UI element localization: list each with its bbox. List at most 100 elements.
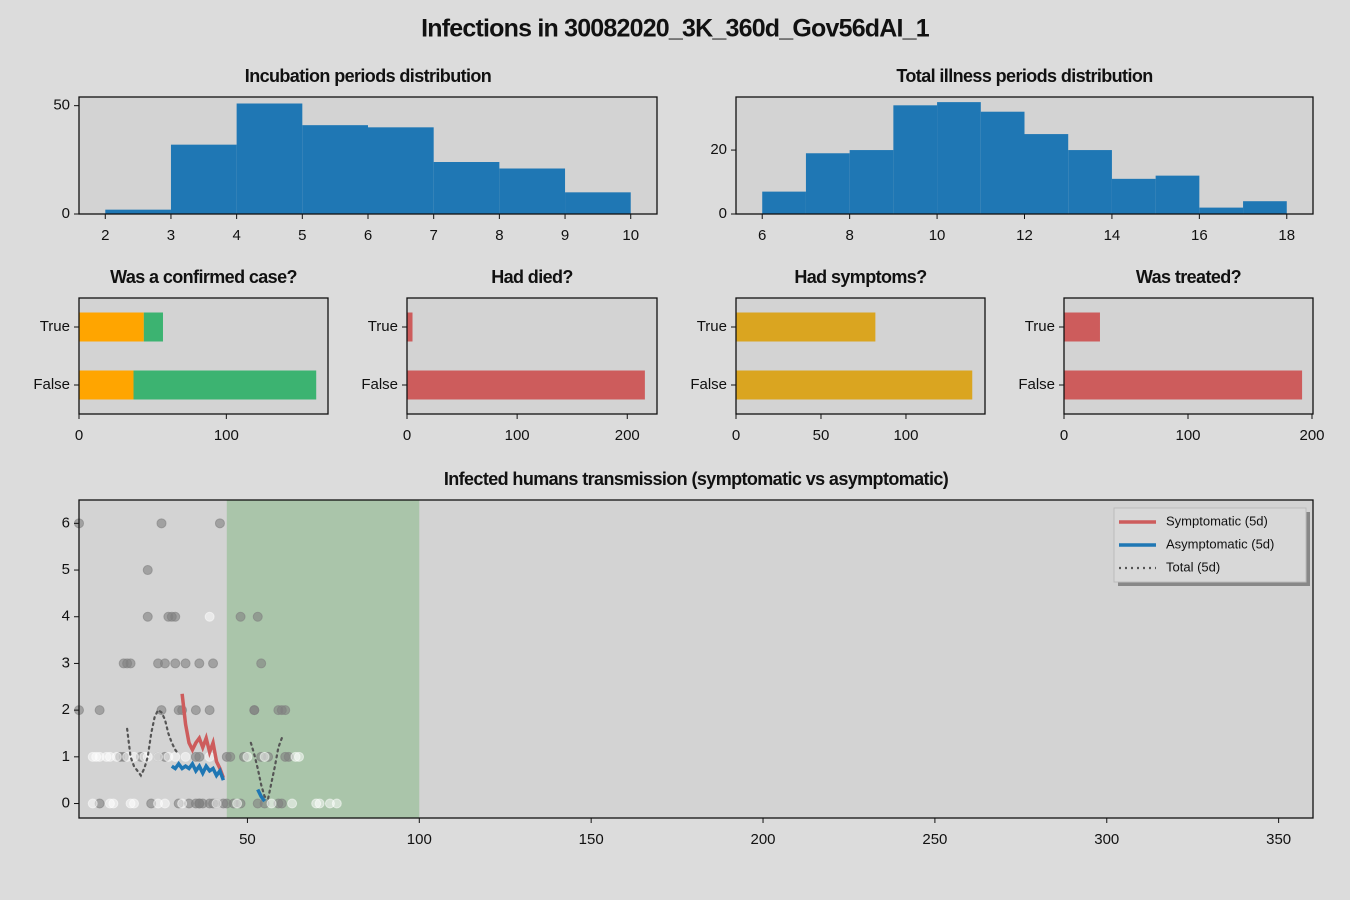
- plot-frame: [78, 499, 1314, 819]
- x-tick-label: 0: [75, 427, 83, 444]
- y-tick-label: True: [368, 318, 398, 335]
- y-tick-label: 0: [719, 205, 727, 222]
- point: [208, 658, 219, 669]
- point: [87, 798, 98, 809]
- plot-frame: [406, 297, 658, 415]
- plot-frame: [735, 96, 1314, 215]
- x-tick-label: 12: [1016, 227, 1033, 244]
- point: [293, 751, 304, 762]
- figure-title: Infections in 30082020_3K_360d_Gov56dAI_…: [421, 15, 930, 43]
- bar: [407, 370, 645, 400]
- y-tick-label: 4: [62, 608, 70, 625]
- point: [252, 611, 263, 622]
- bar: [893, 105, 938, 214]
- x-tick-label: 8: [845, 227, 853, 244]
- y-tick-label: False: [1018, 376, 1055, 393]
- bar: [736, 370, 973, 400]
- point: [94, 705, 105, 716]
- chart-title: Incubation periods distribution: [245, 66, 491, 86]
- x-tick-label: 14: [1104, 227, 1121, 244]
- point: [142, 565, 153, 576]
- x-tick-label: 100: [893, 427, 918, 444]
- legend-label: Symptomatic (5d): [1166, 513, 1268, 528]
- line: [126, 708, 283, 801]
- x-tick-label: 7: [430, 227, 438, 244]
- legend-label: Total (5d): [1166, 559, 1220, 574]
- point: [159, 658, 170, 669]
- point: [259, 751, 270, 762]
- y-tick-label: True: [40, 318, 70, 335]
- bar: [1068, 150, 1112, 214]
- x-tick-label: 200: [615, 427, 640, 444]
- plot-frame: [1063, 297, 1314, 415]
- bar: [1155, 175, 1200, 214]
- point: [170, 611, 181, 622]
- x-tick-label: 10: [929, 227, 946, 244]
- point: [280, 705, 291, 716]
- point: [235, 611, 246, 622]
- x-tick-label: 2: [101, 227, 109, 244]
- line: [170, 760, 267, 803]
- x-tick-label: 5: [298, 227, 306, 244]
- chart-title: Was a confirmed case?: [110, 267, 297, 287]
- bar: [1199, 207, 1244, 214]
- x-tick-label: 100: [1175, 427, 1200, 444]
- y-tick-label: 50: [53, 97, 70, 114]
- bar: [143, 312, 163, 342]
- chart-title: Had died?: [491, 267, 573, 287]
- y-tick-label: 6: [62, 514, 70, 531]
- chart-title: Total illness periods distribution: [896, 66, 1152, 86]
- y-tick-label: 5: [62, 561, 70, 578]
- point: [204, 705, 215, 716]
- x-tick-label: 10: [622, 227, 639, 244]
- point: [256, 658, 267, 669]
- bar: [1243, 201, 1287, 214]
- x-tick-label: 100: [214, 427, 239, 444]
- x-tick-label: 0: [1060, 427, 1068, 444]
- y-tick-label: False: [33, 376, 70, 393]
- y-tick-label: 0: [62, 794, 70, 811]
- point: [331, 798, 342, 809]
- y-tick-label: 3: [62, 654, 70, 671]
- x-tick-label: 200: [751, 831, 776, 848]
- point: [159, 798, 170, 809]
- point: [111, 751, 122, 762]
- point: [225, 751, 236, 762]
- x-tick-label: 50: [813, 427, 830, 444]
- bar: [937, 102, 981, 214]
- point: [194, 658, 205, 669]
- x-tick-label: 16: [1191, 227, 1208, 244]
- x-tick-label: 6: [364, 227, 372, 244]
- x-tick-label: 0: [403, 427, 411, 444]
- bar: [849, 150, 894, 214]
- x-tick-label: 350: [1266, 831, 1291, 848]
- bar: [105, 209, 171, 214]
- x-tick-label: 4: [232, 227, 240, 244]
- x-tick-label: 18: [1278, 227, 1295, 244]
- point: [177, 798, 188, 809]
- point: [156, 705, 167, 716]
- y-tick-label: True: [1025, 318, 1055, 335]
- bar: [1024, 134, 1069, 214]
- point: [142, 611, 153, 622]
- bar: [79, 370, 134, 400]
- y-tick-label: False: [361, 376, 398, 393]
- point: [287, 798, 298, 809]
- bar: [805, 153, 850, 214]
- bar: [236, 103, 303, 214]
- span: [226, 500, 420, 818]
- x-tick-label: 100: [407, 831, 432, 848]
- point: [314, 798, 325, 809]
- point: [249, 705, 260, 716]
- point: [276, 798, 287, 809]
- point: [214, 518, 225, 529]
- bar: [368, 127, 434, 214]
- point: [128, 798, 139, 809]
- bar: [565, 192, 631, 214]
- bar: [79, 312, 144, 342]
- point: [190, 705, 201, 716]
- x-tick-label: 100: [505, 427, 530, 444]
- point: [180, 658, 191, 669]
- y-tick-label: 20: [710, 141, 727, 158]
